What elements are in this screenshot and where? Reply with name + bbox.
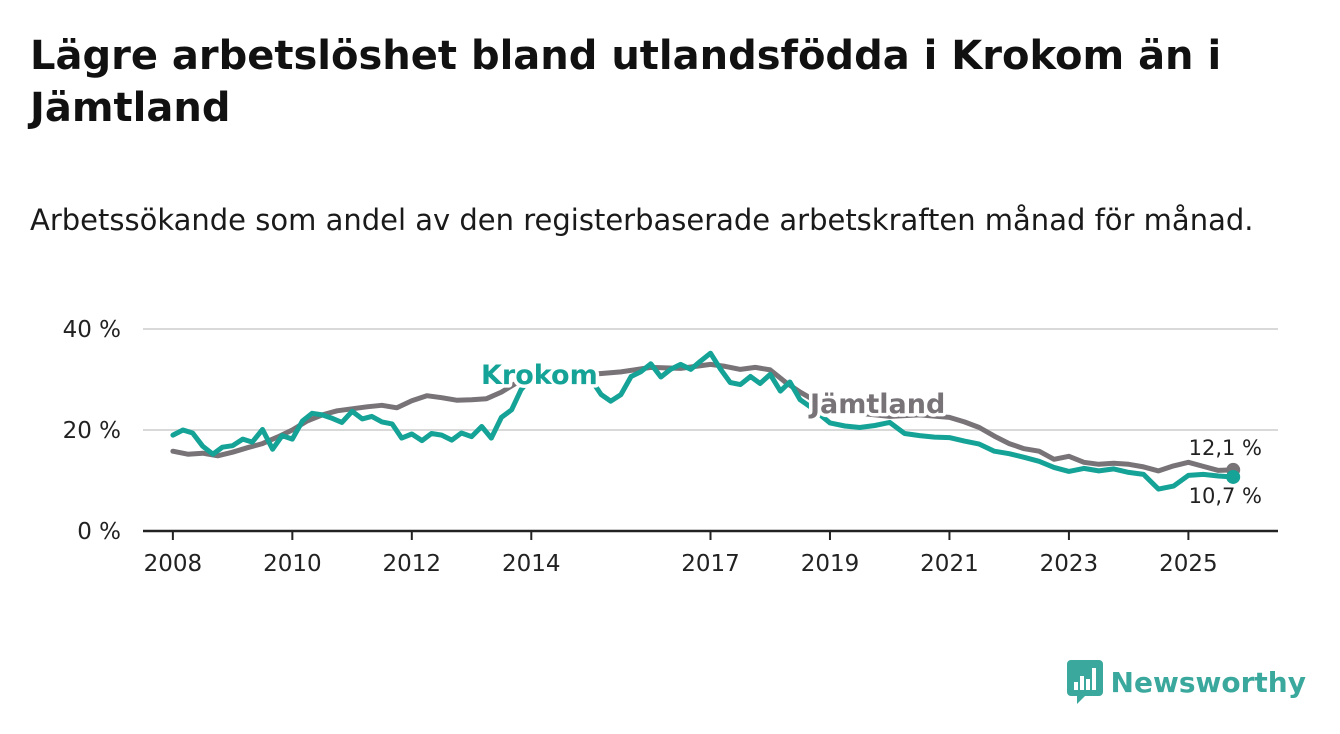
chart-title: Lägre arbetslöshet bland utlandsfödda i …	[30, 33, 1222, 131]
series-label-jamtland: Jämtland	[808, 389, 945, 420]
x-tick-label: 2012	[383, 551, 442, 577]
x-tick-label: 2010	[263, 551, 322, 577]
axes: 0 % 20 % 40 % 2008 2010 2012 2014 2017 2019 2021 2…	[63, 317, 1278, 577]
end-value-jamtland: 12,1 %	[1189, 436, 1262, 460]
x-tick-label: 2017	[681, 551, 740, 577]
series-lines	[170, 350, 1241, 492]
end-value-krokom: 10,7 %	[1189, 484, 1262, 508]
grid-lines	[143, 328, 1278, 431]
x-tick-label: 2023	[1040, 551, 1099, 577]
y-tick-label: 40 %	[63, 317, 121, 343]
x-tick-label: 2008	[144, 551, 203, 577]
brand-logo[interactable]: Newsworthy	[1066, 660, 1306, 704]
x-tick-label: 2019	[801, 551, 860, 577]
x-tick-label: 2014	[502, 551, 561, 577]
chart-subtitle: Arbetssökande som andel av den registerb…	[30, 203, 1254, 237]
x-tick-label: 2021	[920, 551, 979, 577]
brand-name: Newsworthy	[1110, 665, 1306, 699]
y-tick-label: 0 %	[77, 519, 121, 545]
end-point-krokom	[1226, 469, 1241, 484]
x-tick-label: 2025	[1159, 551, 1218, 577]
bar-chart-logo-icon	[1066, 660, 1103, 704]
series-labels: Krokom Jämtland 12,1 % 10,7 %	[478, 357, 1263, 509]
series-label-krokom: Krokom	[481, 360, 598, 391]
series-line-krokom	[170, 350, 1236, 492]
y-tick-label: 20 %	[63, 418, 121, 444]
